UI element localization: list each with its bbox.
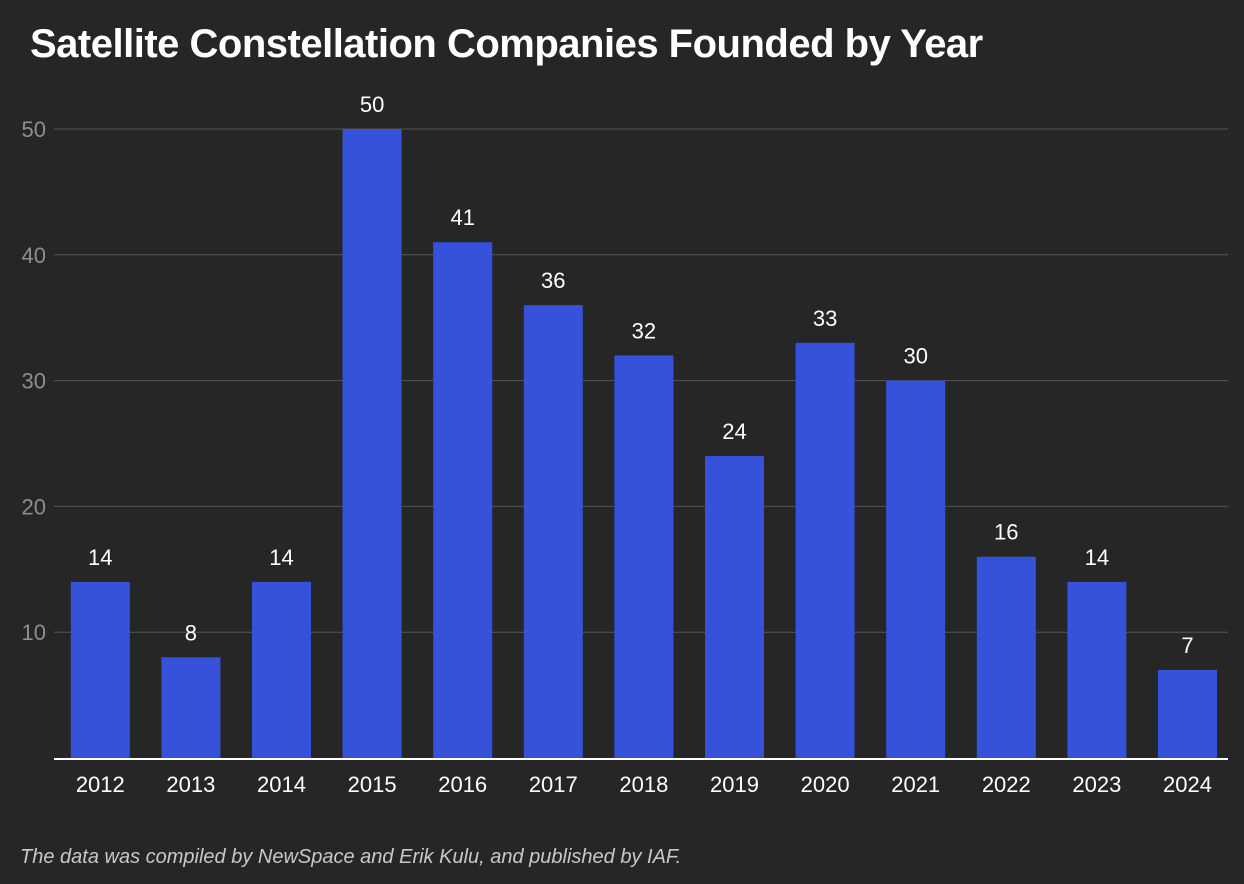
y-tick-label: 20 (22, 494, 46, 519)
x-tick-label-2017: 2017 (529, 772, 578, 797)
x-tick-label-2013: 2013 (166, 772, 215, 797)
y-tick-label: 10 (22, 620, 46, 645)
bars (70, 129, 1217, 759)
chart-title: Satellite Constellation Companies Founde… (30, 22, 983, 66)
bar-2021 (886, 380, 946, 758)
x-tick-label-2018: 2018 (619, 772, 668, 797)
x-axis-ticks: 2012 2013 2014 2015 2016 2017 2018 2019 2020 2021… (76, 772, 1212, 797)
x-tick-label-2019: 2019 (710, 772, 759, 797)
data-label-2024: 7 (1181, 633, 1193, 658)
data-label-2021: 30 (903, 344, 927, 369)
bar-2016 (433, 242, 493, 759)
data-label-2015: 50 (360, 92, 384, 117)
data-label-2023: 14 (1085, 545, 1109, 570)
data-label-2012: 14 (88, 545, 112, 570)
data-label-2022: 16 (994, 520, 1018, 545)
data-label-2019: 24 (722, 419, 746, 444)
bar-2017 (523, 305, 583, 758)
bar-2020 (795, 342, 855, 758)
data-label-2017: 36 (541, 268, 565, 293)
x-tick-label-2021: 2021 (891, 772, 940, 797)
bar-2013 (161, 657, 221, 758)
data-label-2014: 14 (269, 545, 293, 570)
x-tick-label-2016: 2016 (438, 772, 487, 797)
bar-2024 (1158, 669, 1217, 758)
bar-2014 (252, 581, 311, 758)
data-label-2018: 32 (632, 318, 656, 343)
data-label-2013: 8 (185, 620, 197, 645)
source-footnote: The data was compiled by NewSpace and Er… (20, 846, 682, 868)
bar-2022 (976, 556, 1036, 758)
x-tick-label-2012: 2012 (76, 772, 125, 797)
x-tick-label-2020: 2020 (801, 772, 850, 797)
data-label-2016: 41 (450, 205, 474, 230)
x-tick-label-2023: 2023 (1072, 772, 1121, 797)
bar-2012 (70, 581, 130, 758)
y-tick-label: 30 (22, 369, 46, 394)
x-tick-label-2014: 2014 (257, 772, 306, 797)
x-tick-label-2015: 2015 (348, 772, 397, 797)
y-axis-ticks: 10 20 30 40 50 (22, 117, 46, 645)
bar-2019 (705, 456, 764, 758)
bar-2015 (342, 129, 402, 758)
x-tick-label-2024: 2024 (1163, 772, 1212, 797)
bar-2018 (614, 355, 674, 758)
data-label-2020: 33 (813, 306, 837, 331)
x-tick-label-2022: 2022 (982, 772, 1031, 797)
data-labels: 14 8 14 50 41 36 32 24 33 30 16 14 7 (88, 92, 1194, 658)
bar-2023 (1067, 581, 1127, 758)
y-tick-label: 50 (22, 117, 46, 142)
y-tick-label: 40 (22, 243, 46, 268)
